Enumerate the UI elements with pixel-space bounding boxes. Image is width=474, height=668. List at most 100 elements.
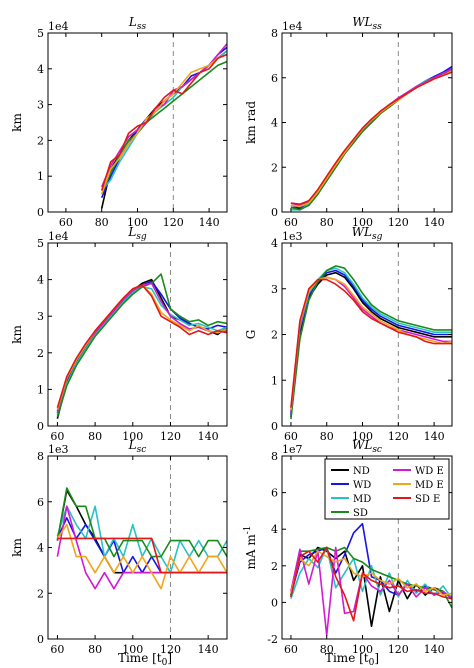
x-tick-label: 80 [320, 216, 334, 229]
series-line-sd [290, 265, 452, 420]
x-axis-label-right: Time [t0] [325, 651, 379, 668]
y-tick-label: 2 [271, 560, 278, 573]
y-tick-label: 0 [271, 420, 278, 433]
series-line-sd-e [290, 71, 452, 205]
axis-exponent: 1e3 [282, 230, 303, 243]
x-tick-label: 120 [388, 430, 409, 443]
series-line-md-e [290, 70, 452, 208]
plot-frame [47, 242, 228, 427]
series-line-wd-e [290, 276, 452, 413]
panel-title: WLsg [352, 225, 383, 242]
panel-title: Lss [128, 15, 147, 32]
panel-5: 60 80 100 120 140 0 2 4 6 8 1e3 Lsc km [10, 438, 228, 656]
x-tick-label: 120 [388, 643, 409, 656]
x-tick-label: 120 [163, 216, 184, 229]
x-tick-label: 80 [320, 430, 334, 443]
axis-exponent: 1e4 [48, 230, 69, 243]
x-tick-label: 140 [424, 643, 445, 656]
legend-label: SD E [415, 494, 440, 505]
y-axis-label: mA m-1 [243, 525, 258, 569]
y-tick-label: 4 [37, 63, 44, 76]
x-tick-label: 60 [284, 216, 298, 229]
y-tick-label: 1 [37, 170, 44, 183]
x-tick-label: 140 [199, 216, 220, 229]
axis-exponent: 1e4 [48, 20, 69, 33]
y-tick-label: 4 [37, 274, 44, 287]
y-tick-label: 3 [37, 99, 44, 112]
y-tick-label: -2 [267, 633, 278, 646]
x-tick-label: 140 [198, 430, 219, 443]
y-tick-label: 5 [37, 237, 44, 250]
y-tick-label: 2 [37, 134, 44, 147]
plot-frame [47, 455, 228, 640]
legend: ND WD MD SD WD E MD E SD E [324, 458, 450, 520]
panel-3: 60 80 100 120 140 0 1 2 3 4 5 1e4 Lsg km [10, 225, 228, 443]
y-tick-label: 6 [271, 72, 278, 85]
legend-label: ND [353, 466, 370, 477]
y-tick-label: 0 [271, 206, 278, 219]
x-axis-label-left: Time [t0] [118, 651, 172, 668]
x-tick-label: 100 [352, 216, 373, 229]
series-line-md [290, 546, 452, 600]
y-axis-label: km [10, 538, 24, 557]
y-tick-label: 0 [271, 596, 278, 609]
x-tick-label: 100 [122, 430, 143, 443]
x-tick-label: 100 [352, 643, 373, 656]
panel-2: 60 80 100 120 140 0 2 4 6 8 1e4 WLss km rad [244, 15, 453, 229]
panel-4: 60 80 100 120 140 0 1 2 3 4 1e3 WLsg G [244, 225, 453, 443]
x-tick-label: 100 [352, 430, 373, 443]
x-tick-label: 80 [320, 643, 334, 656]
x-tick-label: 60 [50, 430, 64, 443]
series-line-nd [100, 50, 227, 209]
x-tick-label: 100 [122, 643, 143, 656]
y-axis-label: km [10, 325, 24, 344]
plot-frame [281, 455, 453, 640]
x-tick-label: 80 [88, 430, 102, 443]
x-tick-label: 140 [424, 216, 445, 229]
y-tick-label: 0 [37, 633, 44, 646]
y-tick-label: 8 [271, 450, 278, 463]
series-line-sd-e [290, 278, 452, 408]
panel-title: Lsg [127, 225, 147, 242]
series-line-md [290, 69, 452, 211]
series-line-md-e [100, 53, 227, 195]
y-tick-label: 6 [37, 496, 44, 509]
x-tick-label: 60 [284, 643, 298, 656]
panel-6: 60 80 100 120 140 -2 0 2 4 6 8 1e7 WLsc mA m-1 ND WD MD S… [243, 438, 453, 656]
legend-label: WD E [415, 466, 444, 477]
series-line-sd-e [100, 53, 227, 191]
panel-title: WLsc [352, 438, 382, 455]
y-tick-label: 2 [37, 347, 44, 360]
series-line-sd [56, 273, 227, 418]
series-line-sd-e [56, 284, 227, 408]
series-line-nd [290, 546, 452, 628]
series-line-nd [290, 271, 452, 417]
x-tick-label: 120 [160, 430, 181, 443]
series-line-md-e [290, 276, 452, 411]
series-line-sd [56, 487, 227, 558]
axis-exponent: 1e4 [282, 20, 303, 33]
y-tick-label: 4 [37, 542, 44, 555]
y-axis-label: km [10, 113, 24, 132]
x-tick-label: 140 [198, 643, 219, 656]
x-tick-label: 80 [95, 216, 109, 229]
series-line-wd-e [290, 68, 452, 207]
x-tick-label: 60 [50, 643, 64, 656]
series-line-sd-e [57, 537, 227, 574]
y-tick-label: 8 [271, 27, 278, 40]
legend-label: WD [353, 480, 371, 491]
y-tick-label: 0 [37, 206, 44, 219]
x-tick-label: 140 [424, 430, 445, 443]
y-tick-label: 2 [271, 329, 278, 342]
x-tick-label: 60 [59, 216, 73, 229]
series-line-sd-e [290, 546, 452, 622]
panel-title: WLss [352, 15, 382, 32]
y-tick-label: 2 [37, 587, 44, 600]
y-tick-label: 2 [271, 161, 278, 174]
y-tick-label: 6 [271, 487, 278, 500]
x-tick-label: 60 [284, 430, 298, 443]
y-tick-label: 3 [37, 310, 44, 323]
plot-frame [47, 32, 228, 213]
y-tick-label: 8 [37, 450, 44, 463]
